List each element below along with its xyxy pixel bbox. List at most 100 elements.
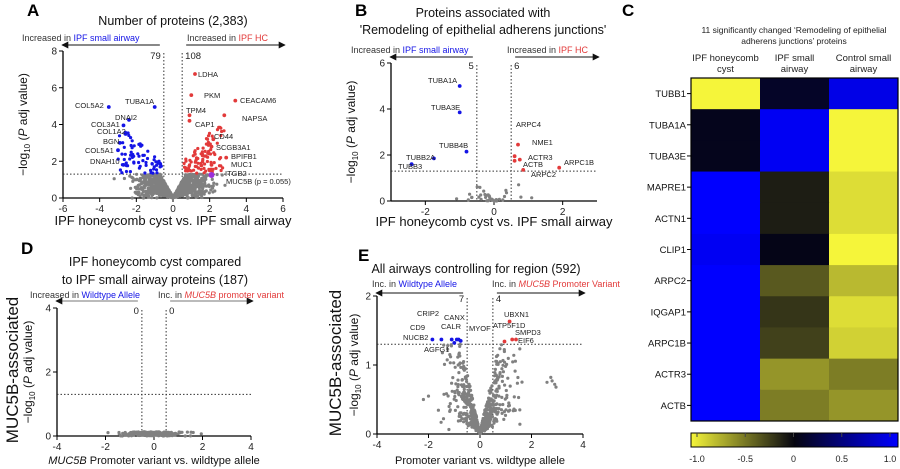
data-point — [158, 176, 163, 180]
row-label: MAPRE1 — [647, 183, 686, 194]
data-point — [485, 402, 489, 407]
data-point — [467, 385, 471, 389]
y-tick-label: 6 — [379, 59, 385, 70]
data-point — [489, 397, 493, 401]
point-label: TUBA3E — [431, 103, 460, 112]
data-point — [233, 98, 238, 103]
data-point — [209, 148, 213, 152]
x-tick-label: -2 — [101, 442, 110, 453]
data-point — [209, 188, 213, 192]
point-label: LDHA — [198, 70, 218, 79]
data-point — [132, 161, 136, 165]
data-point — [136, 152, 140, 156]
data-point — [184, 178, 189, 182]
header-right-highlight: MUC5B — [185, 290, 217, 300]
data-point — [494, 378, 498, 382]
point-label: COL3A1 — [91, 120, 120, 129]
data-point — [461, 393, 465, 397]
point-label: BGN — [103, 137, 119, 146]
point-label: DNAH10 — [90, 157, 120, 166]
data-point — [514, 337, 518, 342]
point-label: NUCB2 — [403, 333, 428, 342]
x-tick-label: 6 — [280, 204, 286, 215]
point-label: MUC1 — [231, 160, 252, 169]
heatmap-cell — [760, 233, 830, 266]
data-point — [436, 408, 440, 412]
data-point — [519, 195, 523, 199]
data-point — [508, 384, 512, 388]
data-point — [211, 184, 215, 188]
panel-label: C — [622, 1, 634, 20]
heatmap-cell — [691, 140, 761, 173]
data-point — [106, 105, 111, 109]
data-point — [159, 433, 163, 437]
header-left: Increased in Wildtype Allele — [30, 290, 140, 300]
data-point — [457, 414, 461, 418]
data-point — [219, 168, 223, 173]
column-header: cyst — [717, 64, 734, 75]
heatmap-cell — [760, 140, 830, 173]
data-point — [205, 159, 209, 164]
data-point — [121, 163, 126, 167]
data-point — [128, 174, 132, 178]
data-point — [158, 161, 162, 165]
xlabel-text: IPF honeycomb cyst vs. IPF small airway — [376, 214, 613, 229]
data-point — [457, 84, 462, 88]
colorbar — [690, 432, 899, 448]
data-point — [501, 358, 505, 363]
chart-title: Proteins associated with — [416, 6, 551, 20]
data-point — [469, 405, 473, 409]
data-point — [137, 154, 141, 158]
point-label: DNAI2 — [115, 113, 137, 122]
heatmap-cell — [829, 265, 899, 297]
xlabel-text: Promoter variant vs. wildtype allele — [87, 455, 260, 467]
data-point — [496, 353, 500, 357]
point-label: CRIP2 — [417, 309, 439, 318]
data-point — [203, 149, 207, 153]
data-point — [204, 169, 208, 173]
point-label: TUBB4B — [439, 141, 468, 150]
data-point — [195, 177, 199, 181]
data-point — [163, 194, 167, 198]
data-point — [196, 166, 201, 170]
data-point — [479, 197, 483, 201]
data-point — [461, 412, 465, 416]
data-point — [462, 383, 466, 387]
data-point — [492, 403, 496, 407]
data-point — [453, 408, 457, 412]
heatmap-cell — [691, 296, 761, 328]
row-label: TUBA3E — [649, 151, 686, 162]
data-point — [486, 193, 490, 197]
data-point — [129, 150, 133, 154]
data-point — [209, 163, 214, 167]
data-point — [152, 430, 156, 435]
data-point — [461, 361, 465, 365]
data-point — [478, 185, 482, 189]
heatmap-cell — [760, 389, 830, 422]
point-label: COL5A1 — [85, 146, 114, 155]
data-point — [426, 394, 431, 398]
data-point — [219, 134, 223, 138]
data-point — [479, 193, 483, 197]
data-point — [150, 192, 154, 197]
x-tick-label: -2 — [421, 207, 430, 218]
x-tick-label: -6 — [59, 204, 68, 215]
ylabel-p: P — [21, 376, 35, 384]
data-point — [191, 179, 195, 183]
data-point — [214, 166, 218, 170]
data-point — [456, 378, 460, 382]
data-point — [483, 427, 488, 431]
data-point — [222, 129, 226, 133]
count-left: 79 — [150, 51, 161, 62]
data-point — [189, 93, 194, 97]
data-point — [135, 190, 140, 195]
data-point — [490, 425, 494, 429]
data-point — [132, 154, 136, 158]
data-point — [452, 361, 456, 365]
point-label: COL5A2 — [75, 101, 104, 110]
data-point — [516, 375, 520, 380]
data-point — [446, 347, 450, 351]
data-point — [202, 184, 206, 188]
data-point — [451, 376, 455, 380]
header-right-prefix: Inc. in — [492, 279, 519, 289]
